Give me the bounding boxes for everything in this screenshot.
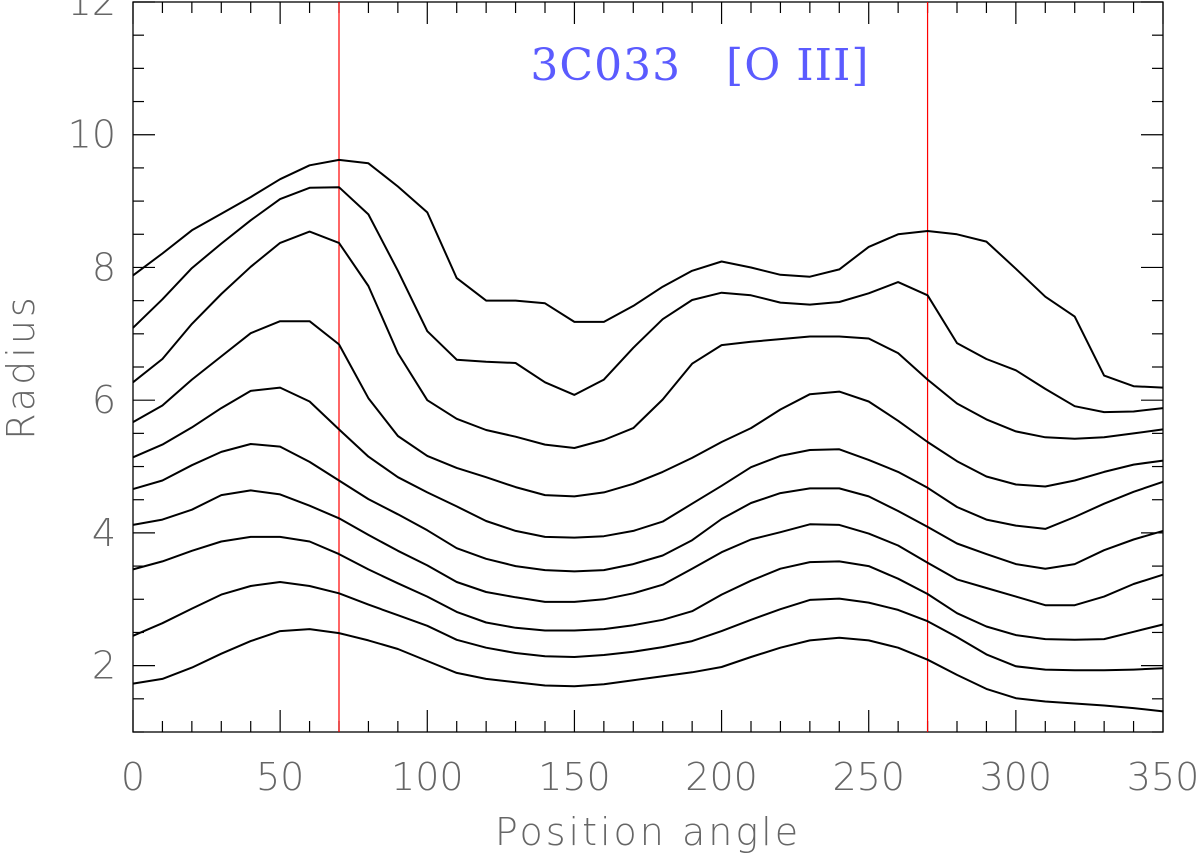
x-tick-label: 250 — [832, 755, 905, 799]
series-group — [132, 158, 1164, 713]
x-tick-label: 150 — [538, 755, 611, 799]
series-line — [132, 628, 1164, 713]
y-tick-label: 10 — [68, 113, 116, 157]
x-tick-label: 200 — [685, 755, 758, 799]
tick-labels: 0 50 100 150 200 250 300 350 2 4 6 8 10 12 — [68, 0, 1200, 799]
y-axis-label: Radius — [0, 294, 43, 439]
y-tick-label: 12 — [68, 0, 116, 24]
series-line — [132, 535, 1164, 641]
y-tick-label: 8 — [92, 245, 116, 289]
x-tick-label: 50 — [256, 755, 304, 799]
series-line — [132, 186, 1164, 414]
series-line — [132, 581, 1164, 672]
x-tick-label: 0 — [121, 755, 145, 799]
x-tick-label: 300 — [980, 755, 1053, 799]
series-line — [132, 386, 1164, 539]
series-line — [132, 320, 1164, 498]
series-line — [132, 489, 1164, 607]
axis-ticks — [132, 1, 1164, 733]
reference-lines — [338, 2, 929, 732]
series-line — [132, 443, 1164, 573]
series-line — [132, 158, 1164, 389]
y-tick-label: 6 — [92, 378, 116, 422]
series-line — [132, 230, 1164, 449]
y-tick-label: 4 — [92, 511, 116, 555]
chart-title: 3C033 [O III] — [530, 40, 869, 91]
y-tick-label: 2 — [92, 644, 116, 688]
x-axis-label: Position angle — [495, 810, 801, 854]
x-tick-label: 350 — [1127, 755, 1200, 799]
x-tick-label: 100 — [391, 755, 464, 799]
